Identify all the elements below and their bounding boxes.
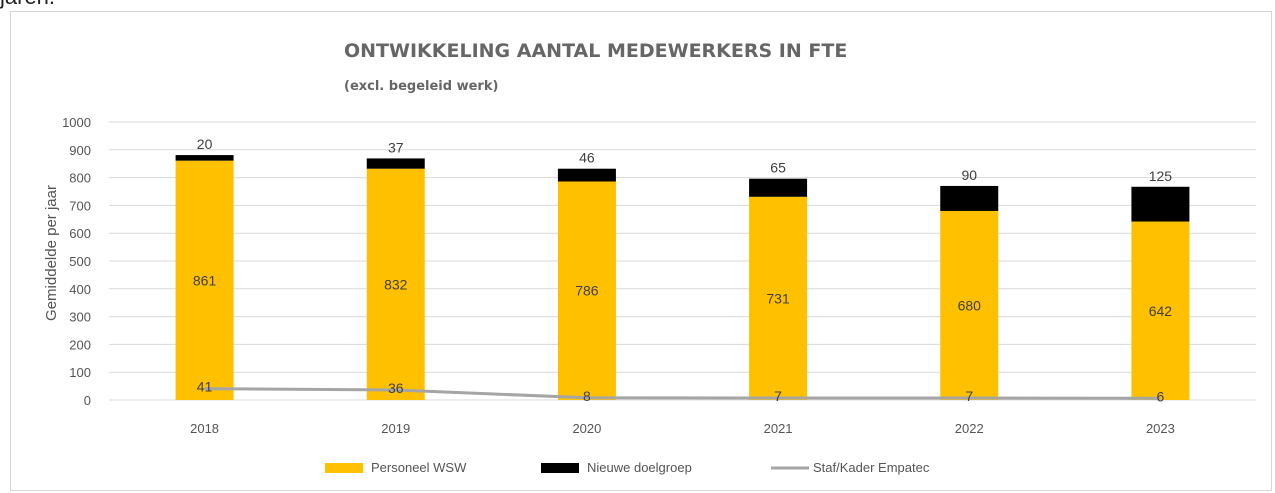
- bar-nieuwe-doelgroep: [175, 155, 234, 161]
- bar-personeel-wsw: [749, 196, 808, 400]
- data-label-personeel-wsw: 680: [958, 297, 982, 313]
- legend-label-nieuwe-doelgroep: Nieuwe doelgroep: [587, 460, 692, 475]
- x-tick-label: 2019: [381, 421, 410, 436]
- data-label-staf-kader: 7: [774, 388, 782, 404]
- bar-personeel-wsw: [366, 168, 425, 400]
- chart-subtitle: (excl. begeleid werk): [344, 79, 498, 94]
- data-label-personeel-wsw: 861: [193, 272, 217, 288]
- y-tick-label: 900: [69, 143, 91, 158]
- y-axis-ticks: 0 100 200 300 400 500 600 700 800 900 1000: [62, 115, 91, 408]
- y-tick-label: 400: [69, 282, 91, 297]
- clipped-paragraph-text: jaren.: [0, 0, 55, 8]
- series-line-staf-kader: [204, 387, 1161, 400]
- bars: [175, 155, 1190, 400]
- bar-nieuwe-doelgroep: [557, 168, 616, 182]
- bar-nieuwe-doelgroep: [940, 185, 999, 211]
- data-label-nieuwe-doelgroep: 90: [961, 167, 977, 183]
- data-label-staf-kader: 36: [388, 380, 404, 396]
- bar-personeel-wsw: [175, 160, 234, 400]
- data-label-staf-kader: 6: [1157, 388, 1165, 404]
- y-tick-label: 700: [69, 198, 91, 213]
- x-tick-label: 2018: [190, 421, 219, 436]
- data-label-personeel-wsw: 786: [575, 283, 599, 299]
- bar-nieuwe-doelgroep: [749, 178, 808, 197]
- data-label-nieuwe-doelgroep: 46: [579, 150, 595, 166]
- x-tick-label: 2020: [572, 421, 601, 436]
- y-tick-label: 200: [69, 337, 91, 352]
- chart-container: ONTWIKKELING AANTAL MEDEWERKERS IN FTE (…: [10, 11, 1272, 491]
- x-tick-label: 2021: [764, 421, 793, 436]
- legend-swatch-nieuwe-doelgroep: [541, 463, 579, 473]
- data-labels: 861 20 832 37 786 46 731 65 680 90 642 125 41 36 8 7 7 6: [193, 136, 1172, 404]
- y-tick-label: 1000: [62, 115, 91, 130]
- y-tick-label: 600: [69, 226, 91, 241]
- y-axis-label: Gemiddelde per jaar: [43, 185, 60, 321]
- x-tick-label: 2023: [1146, 421, 1175, 436]
- legend-label-staf-kader: Staf/Kader Empatec: [813, 460, 930, 475]
- data-label-staf-kader: 7: [965, 388, 973, 404]
- data-label-nieuwe-doelgroep: 37: [388, 139, 404, 155]
- data-label-personeel-wsw: 832: [384, 276, 408, 292]
- data-label-personeel-wsw: 731: [766, 290, 790, 306]
- x-tick-label: 2022: [955, 421, 984, 436]
- legend-swatch-personeel-wsw: [325, 463, 363, 473]
- y-tick-label: 300: [69, 310, 91, 325]
- data-label-staf-kader: 41: [197, 379, 213, 395]
- bar-personeel-wsw: [1131, 221, 1190, 400]
- y-tick-label: 800: [69, 171, 91, 186]
- bar-personeel-wsw: [940, 210, 999, 400]
- bar-personeel-wsw: [557, 181, 616, 400]
- legend: Personeel WSW Nieuwe doelgroep Staf/Kader …: [325, 460, 930, 475]
- data-label-nieuwe-doelgroep: 65: [770, 160, 786, 176]
- y-tick-label: 100: [69, 365, 91, 380]
- gridlines: [109, 121, 1256, 401]
- staf-kader-line: [204, 387, 1161, 400]
- data-label-staf-kader: 8: [583, 388, 591, 404]
- y-tick-label: 0: [84, 393, 91, 408]
- data-label-nieuwe-doelgroep: 20: [197, 136, 213, 152]
- stacked-bar-chart: ONTWIKKELING AANTAL MEDEWERKERS IN FTE (…: [43, 40, 1256, 475]
- bar-nieuwe-doelgroep: [366, 158, 425, 169]
- x-axis-ticks: 2018 2019 2020 2021 2022 2023: [190, 421, 1175, 436]
- y-tick-label: 500: [69, 254, 91, 269]
- chart-title: ONTWIKKELING AANTAL MEDEWERKERS IN FTE: [344, 40, 847, 62]
- bar-nieuwe-doelgroep: [1131, 186, 1190, 222]
- data-label-personeel-wsw: 642: [1149, 303, 1173, 319]
- legend-label-personeel-wsw: Personeel WSW: [371, 460, 467, 475]
- data-label-nieuwe-doelgroep: 125: [1149, 168, 1173, 184]
